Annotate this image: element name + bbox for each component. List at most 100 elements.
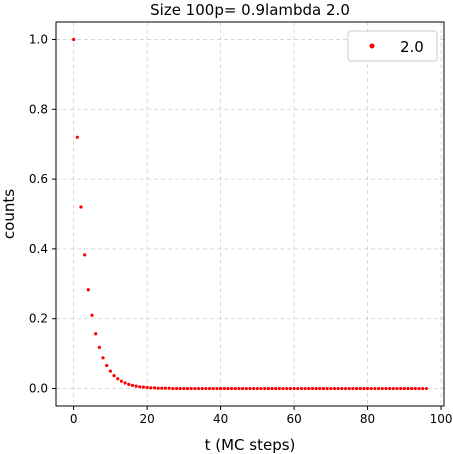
y-tick-label: 0.6 xyxy=(29,172,48,186)
data-point xyxy=(329,386,333,391)
data-point xyxy=(101,356,105,360)
data-point xyxy=(160,386,164,390)
plot-frame xyxy=(55,21,445,407)
data-point xyxy=(178,386,182,391)
data-point xyxy=(399,386,403,391)
data-point xyxy=(373,386,377,391)
data-point xyxy=(274,386,278,391)
x-tick-label: 100 xyxy=(430,412,453,426)
data-point xyxy=(193,386,197,391)
data-point xyxy=(215,386,219,391)
data-point xyxy=(196,386,201,391)
data-point xyxy=(263,386,267,391)
y-tick-label: 0.2 xyxy=(29,312,48,326)
data-point xyxy=(174,386,179,391)
data-point xyxy=(230,386,234,391)
data-point xyxy=(86,288,90,292)
data-point xyxy=(354,386,359,391)
data-point xyxy=(200,386,204,391)
data-point xyxy=(406,386,410,391)
data-point xyxy=(207,386,212,391)
data-point xyxy=(321,386,326,391)
data-point xyxy=(351,386,355,391)
data-point xyxy=(417,386,421,391)
data-point xyxy=(149,386,153,390)
data-point xyxy=(145,385,149,390)
series-layer xyxy=(72,37,428,391)
data-point xyxy=(307,386,311,391)
data-point xyxy=(255,386,259,391)
data-point xyxy=(336,386,340,391)
data-point xyxy=(388,386,392,391)
data-point xyxy=(112,374,116,378)
x-axis-label: t (MC steps) xyxy=(205,436,296,454)
data-point xyxy=(72,37,76,42)
data-point xyxy=(241,386,245,391)
data-point xyxy=(141,385,146,389)
data-point xyxy=(332,386,337,391)
data-point xyxy=(233,386,237,391)
data-point xyxy=(343,386,348,391)
data-point xyxy=(185,386,190,391)
legend: 2.0 xyxy=(347,30,438,62)
data-point xyxy=(314,386,318,391)
data-point xyxy=(226,386,230,391)
data-point xyxy=(369,386,373,391)
data-point xyxy=(395,386,399,391)
data-point xyxy=(421,386,425,391)
data-point xyxy=(171,386,175,391)
data-point xyxy=(413,386,417,391)
data-point xyxy=(292,386,296,391)
data-point xyxy=(105,363,109,368)
data-point xyxy=(248,386,252,391)
data-point xyxy=(204,386,208,391)
chart-title: Size 100p= 0.9lambda 2.0 xyxy=(150,1,350,19)
data-point xyxy=(391,386,395,391)
data-point xyxy=(156,386,160,390)
data-point xyxy=(130,383,135,388)
data-point xyxy=(376,386,381,391)
data-point xyxy=(318,386,322,391)
y-tick-label: 1.0 xyxy=(29,32,48,46)
data-point xyxy=(296,386,300,391)
x-tick-label: 40 xyxy=(213,412,228,426)
y-tick-label: 0.0 xyxy=(29,382,48,396)
data-point xyxy=(211,386,215,391)
data-point xyxy=(365,386,370,391)
data-point xyxy=(79,205,83,209)
data-point xyxy=(270,386,274,391)
ticks: 0 20 40 60 80 100 0.0 0.2 0.4 0.6 0.8 1.0 xyxy=(29,32,453,426)
data-point xyxy=(219,386,223,391)
data-point xyxy=(358,386,362,391)
data-point xyxy=(167,386,171,390)
y-tick-label: 0.8 xyxy=(29,102,48,116)
y-tick-label: 0.4 xyxy=(29,242,48,256)
data-point xyxy=(75,135,79,139)
data-point xyxy=(108,369,112,373)
data-point xyxy=(347,386,351,391)
data-point xyxy=(189,386,193,391)
data-point xyxy=(127,382,131,386)
data-point xyxy=(303,386,307,391)
x-tick-label: 0 xyxy=(70,412,78,426)
data-point xyxy=(281,386,285,391)
x-tick-label: 80 xyxy=(360,412,375,426)
data-point xyxy=(152,386,157,390)
legend-box xyxy=(347,30,438,62)
data-point xyxy=(325,386,329,391)
data-point xyxy=(134,384,138,388)
data-point xyxy=(424,386,428,391)
y-axis-label: counts xyxy=(0,189,18,239)
data-point xyxy=(299,386,304,391)
data-point xyxy=(380,386,384,391)
data-point xyxy=(288,386,293,391)
x-tick-label: 20 xyxy=(139,412,154,426)
legend-entry-label: 2.0 xyxy=(400,38,424,56)
data-point xyxy=(163,386,168,390)
data-point xyxy=(362,386,366,391)
data-point xyxy=(94,332,98,336)
data-point xyxy=(277,386,281,391)
data-point xyxy=(384,386,388,391)
